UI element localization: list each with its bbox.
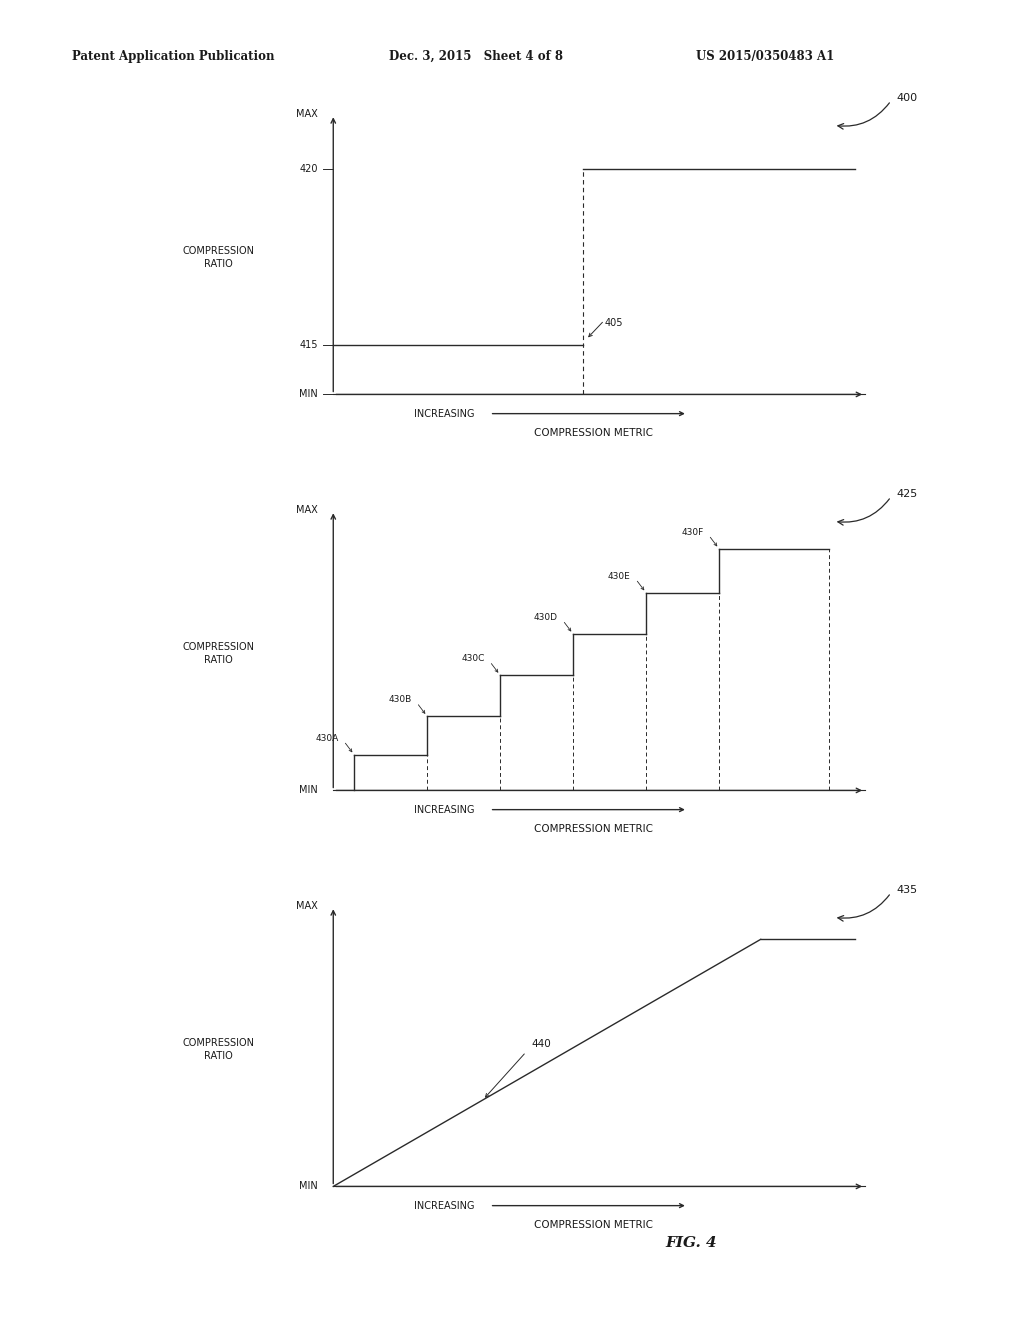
Text: COMPRESSION METRIC: COMPRESSION METRIC [535, 1220, 653, 1230]
Text: MIN: MIN [299, 785, 317, 796]
Text: 415: 415 [299, 341, 317, 350]
Text: MAX: MAX [296, 110, 317, 119]
Text: COMPRESSION
RATIO: COMPRESSION RATIO [182, 1038, 255, 1061]
Text: 430C: 430C [461, 655, 484, 663]
Text: COMPRESSION METRIC: COMPRESSION METRIC [535, 428, 653, 438]
Text: 405: 405 [604, 318, 623, 329]
Text: INCREASING: INCREASING [414, 805, 474, 814]
Text: 400: 400 [896, 92, 918, 103]
Text: COMPRESSION METRIC: COMPRESSION METRIC [535, 824, 653, 834]
Text: Patent Application Publication: Patent Application Publication [72, 50, 274, 63]
Text: MIN: MIN [299, 1181, 317, 1192]
Text: 440: 440 [531, 1039, 551, 1048]
Text: MAX: MAX [296, 902, 317, 911]
Text: 430E: 430E [607, 572, 631, 581]
Text: COMPRESSION
RATIO: COMPRESSION RATIO [182, 246, 255, 269]
Text: 425: 425 [896, 488, 918, 499]
Text: US 2015/0350483 A1: US 2015/0350483 A1 [696, 50, 835, 63]
Text: MIN: MIN [299, 389, 317, 400]
Text: INCREASING: INCREASING [414, 409, 474, 418]
Text: INCREASING: INCREASING [414, 1201, 474, 1210]
Text: 430F: 430F [681, 528, 703, 537]
Text: 435: 435 [896, 884, 918, 895]
Text: COMPRESSION
RATIO: COMPRESSION RATIO [182, 642, 255, 665]
Text: 420: 420 [299, 164, 317, 174]
Text: Dec. 3, 2015   Sheet 4 of 8: Dec. 3, 2015 Sheet 4 of 8 [389, 50, 563, 63]
Text: 430B: 430B [388, 696, 412, 705]
Text: 430D: 430D [534, 612, 557, 622]
Text: 430A: 430A [315, 734, 339, 743]
Text: MAX: MAX [296, 506, 317, 515]
Text: FIG. 4: FIG. 4 [666, 1237, 717, 1250]
